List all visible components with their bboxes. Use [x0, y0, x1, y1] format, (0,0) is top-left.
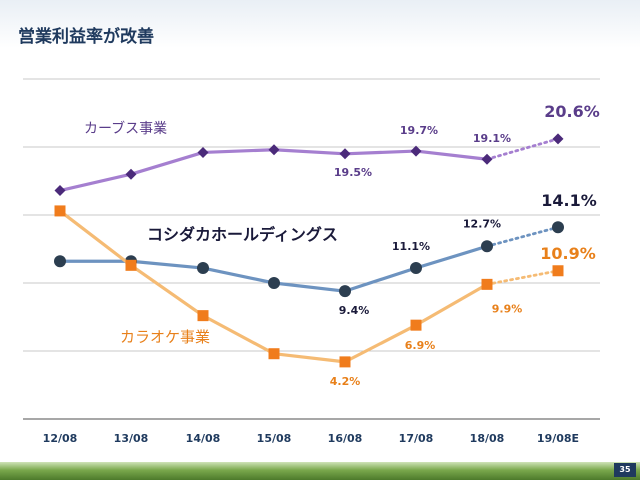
holdings-marker	[268, 277, 280, 289]
karaoke-series-name: カラオケ事業	[120, 328, 210, 346]
curves-marker	[481, 153, 493, 165]
karaoke-marker	[410, 319, 422, 331]
karaoke-marker	[268, 348, 280, 360]
holdings-marker	[54, 255, 66, 268]
curves-marker	[54, 185, 66, 197]
karaoke-data-label: 4.2%	[330, 375, 361, 388]
karaoke-data-label: 10.9%	[540, 244, 596, 263]
holdings-marker	[197, 262, 209, 275]
holdings-marker	[339, 285, 351, 298]
grass-footer-decoration	[0, 462, 640, 480]
karaoke-data-label: 6.9%	[405, 339, 436, 352]
curves-marker	[339, 148, 351, 160]
curves-forecast-line	[485, 137, 560, 161]
karaoke-marker	[54, 205, 66, 217]
curves-data-label: 19.1%	[473, 132, 511, 145]
holdings-marker	[552, 221, 564, 234]
karaoke-marker	[481, 278, 493, 290]
curves-data-label: 19.5%	[334, 166, 372, 179]
x-tick-label: 18/08	[470, 432, 505, 445]
holdings-data-label: 11.1%	[392, 240, 430, 253]
curves-marker	[268, 144, 280, 156]
x-tick-label: 19/08E	[537, 432, 579, 445]
holdings-data-label: 14.1%	[541, 191, 597, 210]
curves-marker	[197, 146, 209, 158]
holdings-marker	[481, 240, 493, 253]
holdings-series-name: コシダカホールディングス	[147, 225, 338, 244]
karaoke-marker	[197, 310, 209, 322]
curves-data-label: 19.7%	[400, 124, 438, 137]
karaoke-marker	[125, 259, 137, 271]
holdings-data-label: 12.7%	[463, 217, 501, 230]
holdings-data-label: 9.4%	[339, 304, 370, 317]
karaoke-data-label: 9.9%	[492, 302, 523, 315]
page-number: 35	[614, 463, 636, 477]
karaoke-marker	[552, 265, 564, 277]
curves-series-name: カーブス事業	[84, 120, 167, 137]
holdings-marker	[410, 262, 422, 275]
karaoke-marker	[339, 356, 351, 368]
x-tick-label: 16/08	[328, 432, 363, 445]
holdings-forecast-line	[485, 225, 560, 248]
curves-marker	[410, 145, 422, 157]
curves-marker	[125, 168, 137, 180]
x-tick-label: 14/08	[186, 432, 221, 445]
curves-series-line	[58, 148, 489, 193]
curves-marker	[552, 133, 564, 145]
karaoke-forecast-line	[485, 269, 560, 286]
x-tick-label: 13/08	[114, 432, 149, 445]
slide-title: 営業利益率が改善	[18, 27, 154, 47]
x-tick-label: 15/08	[257, 432, 292, 445]
x-tick-label: 12/08	[43, 432, 78, 445]
x-tick-label: 17/08	[399, 432, 434, 445]
curves-data-label: 20.6%	[544, 102, 600, 121]
